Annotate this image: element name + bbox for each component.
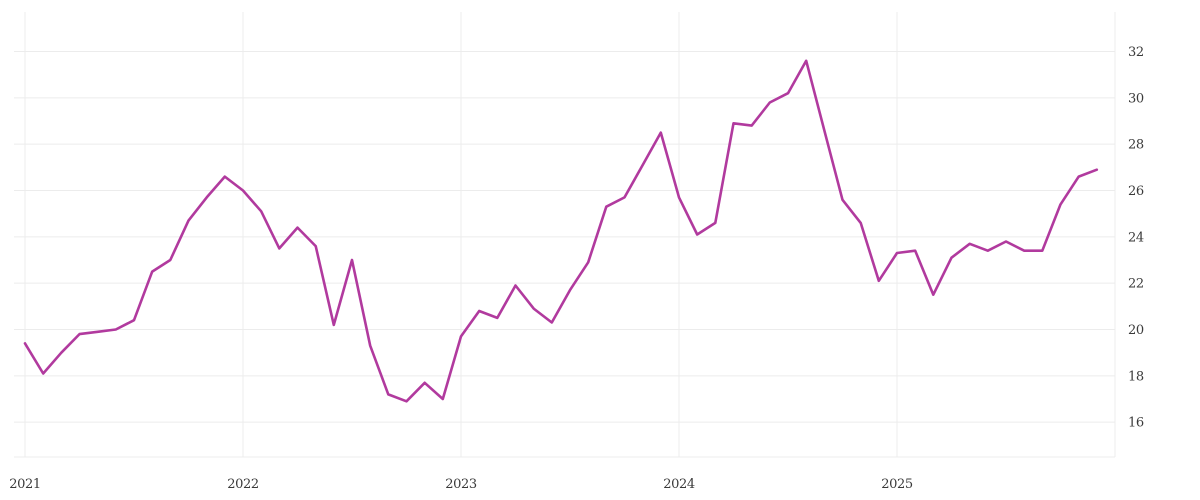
y-axis-labels: 16 18 20 22 24 26 28 30 32 xyxy=(1128,45,1144,431)
x-tick-label: 2021 xyxy=(9,477,40,492)
x-tick-label: 2025 xyxy=(881,477,913,492)
y-tick-label: 24 xyxy=(1128,230,1144,245)
y-tick-label: 22 xyxy=(1128,277,1144,292)
y-tick-label: 18 xyxy=(1128,369,1144,384)
series-line xyxy=(23,59,1099,403)
x-tick-label: 2023 xyxy=(445,477,477,492)
x-tick-label: 2022 xyxy=(227,477,258,492)
y-tick-label: 26 xyxy=(1128,184,1144,199)
x-axis-labels: 2021 2022 2023 2024 2025 xyxy=(9,477,913,492)
y-tick-label: 32 xyxy=(1128,45,1144,60)
y-tick-label: 28 xyxy=(1128,138,1144,153)
x-tick-label: 2024 xyxy=(663,477,695,492)
grid-lines xyxy=(14,12,1116,458)
y-tick-label: 16 xyxy=(1128,416,1144,431)
y-tick-label: 20 xyxy=(1128,323,1144,338)
y-tick-label: 30 xyxy=(1128,91,1144,106)
